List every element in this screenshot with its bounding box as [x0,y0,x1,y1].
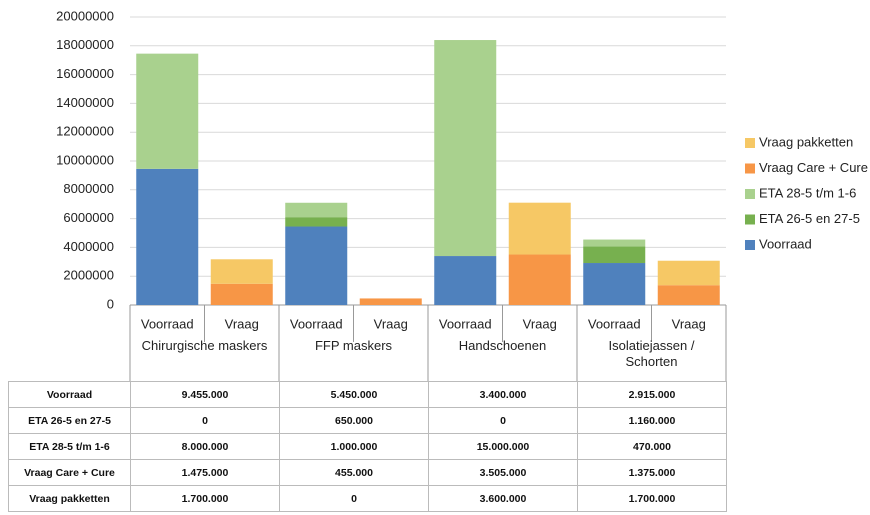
x-tick-label: Vraag [672,316,706,331]
legend-swatch [745,163,755,174]
x-tick-label: Voorraad [439,316,492,331]
bar-segment [285,226,348,305]
group-label: Chirurgische maskers [141,338,268,353]
y-tick-label: 2000000 [63,268,114,283]
bar-segment [434,256,497,305]
row-header: ETA 26-5 en 27-5 [8,407,131,434]
x-tick-label: Vraag [523,316,557,331]
table-cell: 455.000 [279,459,429,486]
y-tick-label: 6000000 [63,210,114,225]
bar-segment [657,260,720,286]
table-row: ETA 28-5 t/m 1-6 8.000.000 1.000.000 15.000… [8,433,727,460]
bar-segment [136,168,199,305]
bar-segment [285,202,348,218]
chart: 0 2000000 4000000 6000000 8000000 10000000 120… [56,8,868,381]
y-tick-label: 8000000 [63,181,114,196]
table-row: Vraag Care + Cure 1.475.000 455.000 3.505.0… [8,459,727,486]
x-tick-label: Vraag [374,316,408,331]
y-tick-label: 14000000 [56,95,114,110]
table-cell: 5.450.000 [279,381,429,408]
bar-segment [359,298,422,305]
table-cell: 650.000 [279,407,429,434]
table-cell: 0 [428,407,578,434]
table-row: Vraag pakketten 1.700.000 0 3.600.000 1.700.… [8,485,727,512]
bar-segment [210,283,273,305]
bar-segment [583,239,646,247]
table-row: ETA 26-5 en 27-5 0 650.000 0 1.160.000 [8,407,727,434]
table-cell: 3.505.000 [428,459,578,486]
y-tick-label: 20000000 [56,8,114,23]
table-cell: 1.000.000 [279,433,429,460]
bar-segment [210,259,273,284]
legend-swatch [745,214,755,225]
x-tick-label: Vraag [225,316,259,331]
x-tick-label: Voorraad [588,316,641,331]
table-row: Voorraad 9.455.000 5.450.000 3.400.000 2.915… [8,381,727,408]
legend-label: Vraag Care + Cure [759,160,868,175]
x-tick-label: Voorraad [141,316,194,331]
row-header: Vraag pakketten [8,485,131,512]
legend-label: ETA 26-5 en 27-5 [759,211,860,226]
row-header: ETA 28-5 t/m 1-6 [8,433,131,460]
y-tick-label: 18000000 [56,37,114,52]
x-tick-label: Voorraad [290,316,343,331]
legend-swatch [745,240,755,250]
table-cell: 1.375.000 [577,459,727,486]
table-cell: 0 [130,407,280,434]
table-cell: 1.160.000 [577,407,727,434]
y-tick-label: 10000000 [56,152,114,167]
bar-segment [583,246,646,264]
row-header: Voorraad [8,381,131,408]
legend-label: Vraag pakketten [759,134,853,149]
table-cell: 8.000.000 [130,433,280,460]
group-label: FFP maskers [314,338,393,353]
bar-segment [285,217,348,227]
bar-segment [508,202,571,255]
y-tick-label: 16000000 [56,66,114,81]
bar-segment [583,263,646,305]
table-cell: 3.600.000 [428,485,578,512]
table-cell: 15.000.000 [428,433,578,460]
y-tick-label: 12000000 [56,124,114,139]
table-cell: 1.700.000 [130,485,280,512]
legend-label: Voorraad [759,236,812,251]
legend-label: ETA 28-5 t/m 1-6 [759,185,856,200]
legend-swatch [745,189,755,199]
y-tick-label: 4000000 [63,239,114,254]
row-header: Vraag Care + Cure [8,459,131,486]
table-cell: 9.455.000 [130,381,280,408]
table-cell: 470.000 [577,433,727,460]
table-cell: 1.700.000 [577,485,727,512]
table-cell: 3.400.000 [428,381,578,408]
bar-segment [434,40,497,257]
group-label: Handschoenen [458,338,547,353]
y-tick-label: 0 [107,296,114,311]
data-table: Voorraad 9.455.000 5.450.000 3.400.000 2.915… [8,381,727,512]
group-label: Isolatiejassen / Schorten [608,338,695,369]
bar-segment [136,53,199,169]
table-cell: 2.915.000 [577,381,727,408]
table-cell: 0 [279,485,429,512]
bar-segment [657,285,720,305]
bar-segment [508,254,571,305]
table-cell: 1.475.000 [130,459,280,486]
legend-swatch [745,138,755,148]
